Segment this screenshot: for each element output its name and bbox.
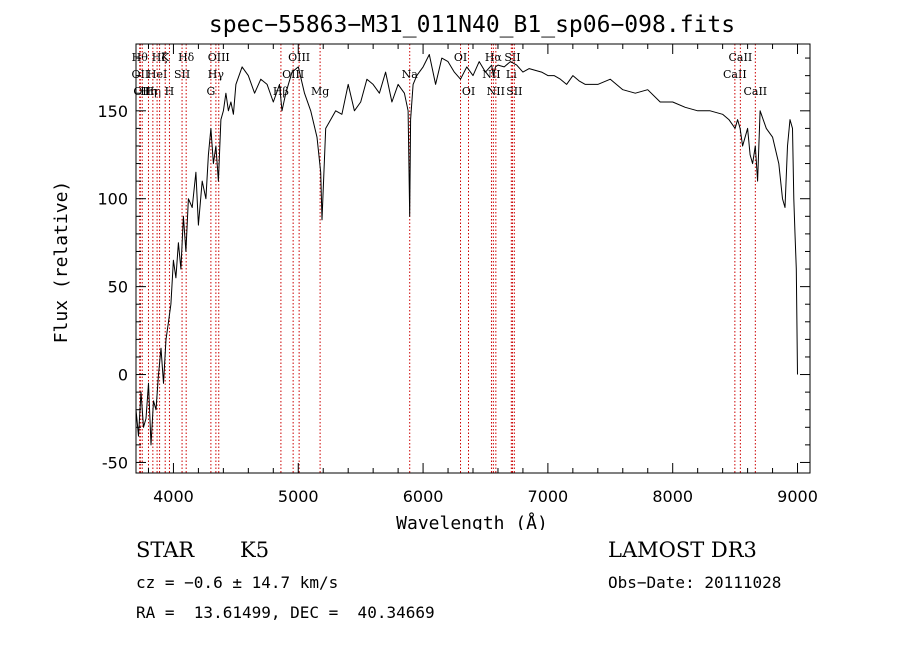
line-marker-label-13: OIII xyxy=(208,51,230,64)
y-tick-label-0: -50 xyxy=(102,453,128,472)
line-marker-label-22: Hα xyxy=(485,51,503,64)
line-marker-label-17: Mg xyxy=(311,85,329,98)
line-marker-label-7: K xyxy=(161,51,170,64)
x-axis-label: Wavelength (Å) xyxy=(396,512,548,530)
line-marker-label-9: SII xyxy=(174,68,190,81)
y-tick-label-4: 150 xyxy=(97,102,128,121)
line-marker-label-25: SII xyxy=(504,51,520,64)
line-marker-label-15: OIII xyxy=(282,68,304,81)
line-marker-label-10: Hδ xyxy=(178,51,195,64)
survey-name: LAMOST DR3 xyxy=(608,538,757,562)
line-marker-label-2: OII xyxy=(133,85,151,98)
line-marker-label-14: Hβ xyxy=(273,85,289,98)
line-marker-label-12: Hγ xyxy=(208,68,225,81)
y-tick-label-3: 100 xyxy=(97,190,128,209)
line-marker-label-8: H xyxy=(165,85,175,98)
object-class: STAR xyxy=(136,538,195,562)
plot-frame xyxy=(135,43,811,474)
line-marker-label-16: OIII xyxy=(288,51,310,64)
x-tick-label-2: 6000 xyxy=(403,487,444,506)
axes: 4000 5000 6000 7000 8000 9000 -50 0 50 100 150 xyxy=(97,44,818,506)
line-marker-label-5: HeI xyxy=(147,68,167,81)
x-tick-label-5: 9000 xyxy=(777,487,818,506)
x-tick-label-3: 7000 xyxy=(528,487,569,506)
obs-date: Obs−Date: 20111028 xyxy=(608,573,782,592)
line-marker-label-27: CaII xyxy=(723,68,747,81)
line-marker-label-26: SII xyxy=(506,85,522,98)
line-marker-label-24: Li xyxy=(506,68,517,81)
x-tick-label-4: 8000 xyxy=(652,487,693,506)
line-marker-label-4: Hη xyxy=(145,85,161,98)
line-marker-label-21: NII xyxy=(482,68,500,81)
line-marker-label-6: Hζ xyxy=(152,51,168,64)
line-marker-label-3: Hη xyxy=(140,85,156,98)
line-markers: HθOIIOIIHηHηHeIHζKHSIIHδGHγOIIIHβOIIIOII… xyxy=(132,44,767,473)
line-marker-label-20: OI xyxy=(462,85,475,98)
ra-dec-coords: RA = 13.61499, DEC = 40.34669 xyxy=(136,603,435,622)
x-tick-label-1: 5000 xyxy=(278,487,319,506)
x-tick-label-0: 4000 xyxy=(153,487,194,506)
chart-title: spec−55863−M31_011N40_B1_sp06−098.fits xyxy=(209,12,735,38)
y-axis-label: Flux (relative) xyxy=(51,181,72,344)
line-marker-label-29: CaII xyxy=(743,85,767,98)
y-tick-label-2: 50 xyxy=(108,278,128,297)
line-marker-label-19: OI xyxy=(454,51,467,64)
spectrum-series xyxy=(135,54,798,446)
redshift-cz: cz = −0.6 ± 14.7 km/s xyxy=(136,573,339,592)
line-marker-label-11: G xyxy=(206,85,215,98)
y-tick-label-1: 0 xyxy=(118,366,128,385)
spectrum-chart: spec−55863−M31_011N40_B1_sp06−098.fits H… xyxy=(51,12,818,530)
line-marker-label-23: NII xyxy=(487,85,505,98)
line-marker-label-18: Na xyxy=(402,68,419,81)
spectrum-line-0 xyxy=(135,54,798,446)
object-subclass: K5 xyxy=(240,538,270,562)
line-marker-label-28: CaII xyxy=(729,51,753,64)
